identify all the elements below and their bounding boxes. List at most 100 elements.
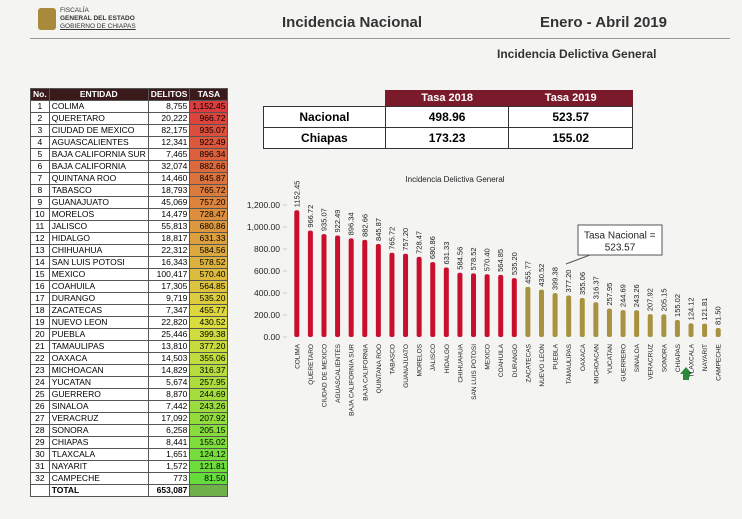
value-label: 896.34 bbox=[347, 212, 356, 235]
cell: 653,087 bbox=[147, 484, 191, 497]
cell: 1 bbox=[30, 100, 50, 113]
cell bbox=[189, 484, 229, 497]
bar bbox=[715, 328, 721, 337]
cell: 12 bbox=[30, 232, 50, 245]
rule bbox=[30, 38, 730, 39]
cell: GUANAJUATO bbox=[48, 196, 149, 209]
subtitle: Incidencia Delictiva General bbox=[497, 47, 657, 61]
cell: TOTAL bbox=[48, 484, 149, 497]
value-label: 765.72 bbox=[387, 227, 396, 250]
bar bbox=[443, 267, 449, 337]
cell: 21 bbox=[30, 340, 50, 353]
cell: 155.02 bbox=[508, 127, 633, 149]
cell: 8,441 bbox=[147, 436, 191, 449]
value-label: 124.12 bbox=[687, 297, 696, 320]
cell: GUERRERO bbox=[48, 388, 149, 401]
x-tick-label: MICHOACAN bbox=[593, 344, 600, 384]
bar bbox=[375, 243, 381, 337]
bar bbox=[430, 262, 436, 337]
cell: MORELOS bbox=[48, 208, 149, 221]
row: 30 TLAXCALA 1,651 124.12 bbox=[30, 448, 229, 461]
header-row: No. ENTIDAD DELITOS TASA bbox=[30, 88, 229, 101]
header: No. bbox=[30, 88, 50, 101]
row: 7 QUINTANA ROO 14,460 845.87 bbox=[30, 172, 229, 185]
cell: 17,305 bbox=[147, 280, 191, 293]
row: 9 GUANAJUATO 45,069 757.20 bbox=[30, 196, 229, 209]
cell: 8,755 bbox=[147, 100, 191, 113]
cell: MEXICO bbox=[48, 268, 149, 281]
cell: 11 bbox=[30, 220, 50, 233]
cell: 2 bbox=[30, 112, 50, 125]
cell: 121.81 bbox=[189, 460, 229, 473]
x-tick-label: YUCATAN bbox=[607, 344, 614, 374]
cell: 243.26 bbox=[189, 400, 229, 413]
header: Tasa 2019 bbox=[508, 90, 633, 107]
value-label: 966.72 bbox=[306, 205, 315, 228]
cell: 578.52 bbox=[189, 256, 229, 269]
cell: 7,465 bbox=[147, 148, 191, 161]
cell: 1,572 bbox=[147, 460, 191, 473]
bar bbox=[634, 310, 640, 337]
value-label: 316.37 bbox=[591, 276, 600, 299]
cell: 13 bbox=[30, 244, 50, 257]
x-tick-label: ZACATECAS bbox=[525, 343, 532, 382]
row: 10 MORELOS 14,479 728.47 bbox=[30, 208, 229, 221]
cell: 13,810 bbox=[147, 340, 191, 353]
cell: MICHOACAN bbox=[48, 364, 149, 377]
row: 13 CHIHUAHUA 22,312 584.56 bbox=[30, 244, 229, 257]
row: 2 QUERETARO 20,222 966.72 bbox=[30, 112, 229, 125]
annotation-pointer bbox=[565, 254, 591, 265]
y-tick-label: 600.00 bbox=[254, 266, 280, 276]
row: Nacional 498.96 523.57 bbox=[263, 106, 633, 128]
x-tick-label: TLAXCALA bbox=[689, 343, 696, 377]
cell: 22 bbox=[30, 352, 50, 365]
x-tick-label: COLIMA bbox=[294, 343, 301, 369]
row: 17 DURANGO 9,719 535.20 bbox=[30, 292, 229, 305]
bar bbox=[498, 274, 504, 337]
value-label: 399.38 bbox=[551, 267, 560, 290]
cell: TABASCO bbox=[48, 184, 149, 197]
cell: 22,312 bbox=[147, 244, 191, 257]
cell: ZACATECAS bbox=[48, 304, 149, 317]
row: 14 SAN LUIS POTOSI 16,343 578.52 bbox=[30, 256, 229, 269]
cell: 15 bbox=[30, 268, 50, 281]
row: Chiapas 173.23 155.02 bbox=[263, 127, 633, 149]
row: 31 NAYARIT 1,572 121.81 bbox=[30, 460, 229, 473]
bar bbox=[579, 297, 585, 337]
value-label: 355.06 bbox=[578, 272, 587, 295]
x-tick-label: SONORA bbox=[661, 343, 668, 372]
cell: 4 bbox=[30, 136, 50, 149]
x-tick-label: GUERRERO bbox=[621, 344, 628, 382]
x-tick-label: DURANGO bbox=[512, 344, 519, 377]
cell: 22,820 bbox=[147, 316, 191, 329]
cell: 30 bbox=[30, 448, 50, 461]
row: 32 CAMPECHE 773 81.50 bbox=[30, 472, 229, 485]
cell: 205.15 bbox=[189, 424, 229, 437]
bar bbox=[552, 293, 558, 337]
x-tick-label: TABASCO bbox=[389, 344, 396, 375]
bar bbox=[606, 308, 612, 337]
value-label: 121.81 bbox=[700, 298, 709, 321]
value-label: 81.50 bbox=[714, 306, 723, 325]
cell: 81.50 bbox=[189, 472, 229, 485]
ranking-table: No. ENTIDAD DELITOS TASA 1 COLIMA 8,755 1,152.… bbox=[30, 88, 229, 497]
bar bbox=[321, 234, 327, 337]
row: 24 YUCATAN 5,674 257.95 bbox=[30, 376, 229, 389]
row: 27 VERACRUZ 17,092 207.92 bbox=[30, 412, 229, 425]
cell: 244.69 bbox=[189, 388, 229, 401]
x-tick-label: SAN LUIS POTOSI bbox=[471, 344, 478, 400]
cell: 173.23 bbox=[384, 127, 510, 149]
x-tick-label: SINALOA bbox=[634, 343, 641, 372]
bar bbox=[647, 314, 653, 337]
cell: 207.92 bbox=[189, 412, 229, 425]
cell: 18,793 bbox=[147, 184, 191, 197]
cell: TLAXCALA bbox=[48, 448, 149, 461]
cell: QUINTANA ROO bbox=[48, 172, 149, 185]
cell: 100,417 bbox=[147, 268, 191, 281]
cell: 24 bbox=[30, 376, 50, 389]
x-tick-label: MEXICO bbox=[485, 344, 492, 370]
value-label: 1152.45 bbox=[292, 181, 301, 208]
value-label: 570.40 bbox=[483, 248, 492, 271]
bar bbox=[511, 278, 517, 337]
